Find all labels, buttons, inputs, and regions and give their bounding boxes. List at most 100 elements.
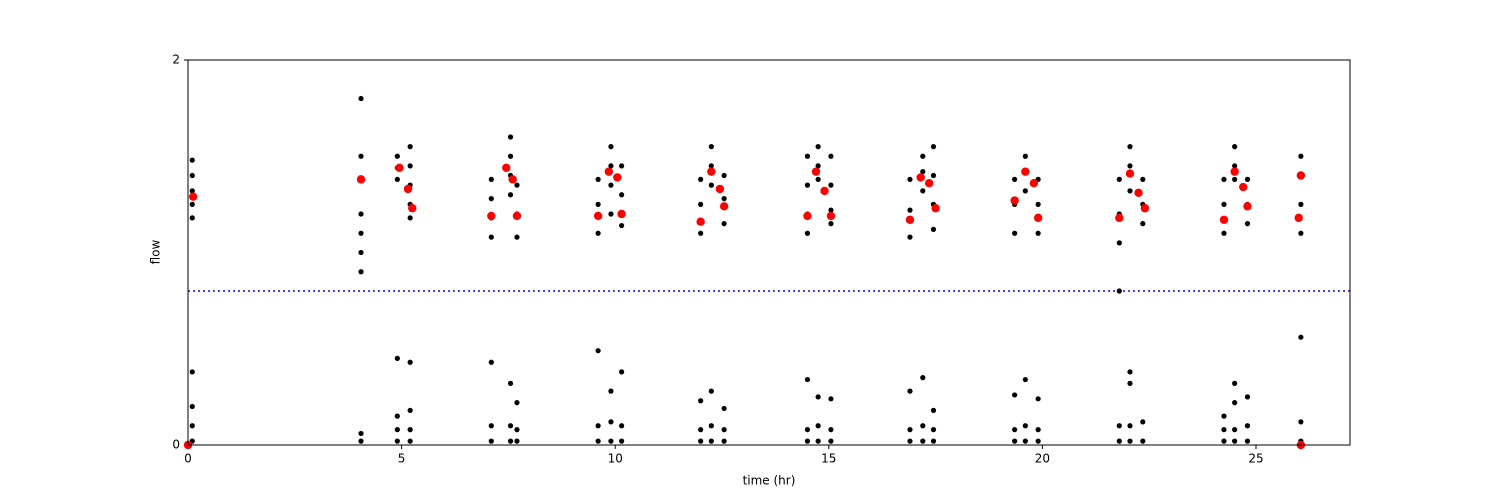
point [1140, 419, 1146, 425]
point [815, 144, 821, 150]
point [804, 182, 811, 188]
point [907, 234, 913, 240]
point [696, 217, 705, 226]
y-tick-label: 0 [172, 438, 180, 452]
point [608, 182, 614, 188]
point [407, 163, 413, 169]
point [189, 215, 195, 221]
point [1127, 423, 1133, 429]
y-axis-label: flow [149, 239, 163, 264]
point [828, 427, 834, 433]
point [1022, 188, 1028, 194]
point [930, 172, 937, 179]
point [608, 419, 614, 425]
x-tick-label: 15 [821, 452, 836, 466]
point [708, 144, 714, 150]
point [608, 388, 614, 394]
point [1238, 182, 1248, 192]
point [514, 438, 520, 444]
point [1022, 423, 1028, 429]
point [595, 348, 601, 354]
point [488, 196, 494, 202]
point [925, 179, 934, 188]
point [1127, 163, 1133, 169]
point [608, 438, 614, 444]
point [828, 182, 834, 188]
point [907, 388, 913, 394]
point [595, 201, 601, 207]
point [920, 375, 926, 381]
point [488, 176, 494, 182]
point [608, 163, 614, 169]
point [1033, 213, 1043, 223]
point [907, 207, 913, 213]
point [815, 176, 821, 182]
point [1035, 201, 1041, 207]
point [619, 163, 625, 169]
point [487, 211, 496, 221]
point [358, 211, 364, 217]
point [512, 211, 522, 221]
point [514, 234, 520, 240]
point [1035, 427, 1041, 433]
point [920, 153, 926, 159]
point [1035, 438, 1041, 444]
point [358, 269, 364, 275]
x-tick-label: 0 [184, 452, 192, 466]
point [1010, 196, 1019, 205]
point [407, 144, 413, 150]
point [708, 423, 714, 429]
point [595, 176, 601, 182]
point [1022, 376, 1028, 383]
point [507, 423, 514, 429]
point [804, 153, 811, 159]
point [407, 438, 413, 444]
point [815, 163, 821, 169]
point [604, 167, 613, 176]
point [407, 359, 413, 365]
point [1221, 438, 1227, 444]
point [1029, 179, 1039, 188]
point [721, 405, 727, 412]
point [698, 176, 704, 182]
point [1012, 392, 1018, 398]
point [708, 438, 714, 444]
point [1127, 438, 1133, 444]
point [617, 209, 626, 219]
point [920, 423, 926, 429]
point [1116, 176, 1122, 182]
point [708, 182, 714, 188]
point [1221, 176, 1227, 182]
point [1116, 438, 1122, 444]
point [721, 427, 727, 433]
point [189, 157, 195, 163]
point [707, 167, 716, 176]
point [1243, 202, 1252, 211]
point [930, 438, 937, 444]
point [1232, 163, 1238, 169]
point [508, 175, 517, 184]
point [595, 438, 601, 444]
plot-frame [187, 59, 1351, 446]
point [828, 221, 834, 227]
point [721, 221, 727, 227]
point [815, 438, 821, 444]
point [1232, 176, 1238, 182]
point [488, 438, 494, 444]
point [593, 211, 603, 221]
point [930, 144, 937, 150]
point [1116, 240, 1122, 246]
point [356, 175, 366, 184]
point [488, 234, 494, 240]
point [488, 423, 494, 429]
point [1127, 144, 1133, 150]
point [828, 153, 834, 159]
point [514, 182, 520, 188]
point [708, 388, 714, 394]
point [358, 249, 364, 256]
point [407, 427, 413, 433]
point [1219, 215, 1229, 224]
point [1221, 413, 1227, 419]
point [930, 407, 937, 413]
point [1127, 369, 1133, 375]
